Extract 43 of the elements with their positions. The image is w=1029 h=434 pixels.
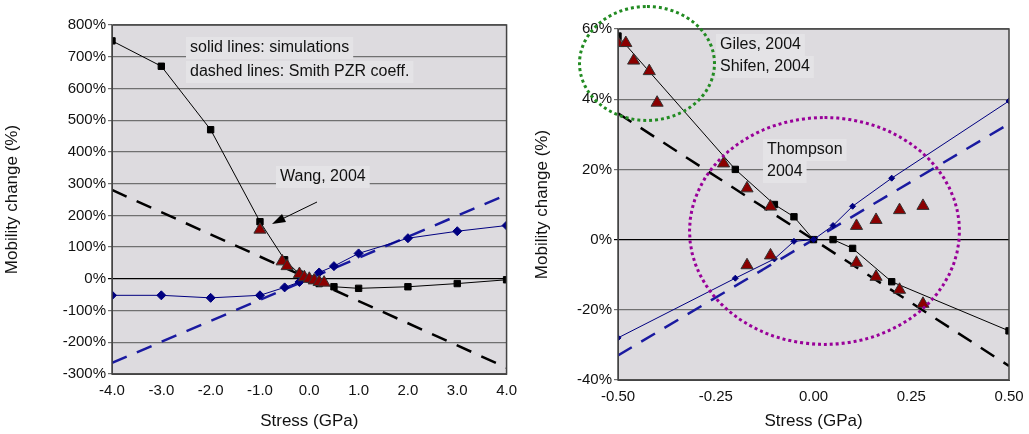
y-axis-title: Mobility change (%) bbox=[1, 124, 21, 275]
y-tick-label: 20% bbox=[581, 159, 612, 177]
x-tick-label: 4.0 bbox=[496, 381, 517, 399]
x-tick-label: -3.0 bbox=[148, 381, 175, 399]
annotation: Giles, 2004 bbox=[720, 35, 802, 53]
y-tick-label: 300% bbox=[67, 173, 106, 191]
y-tick-label: 500% bbox=[67, 110, 106, 128]
y-tick-label: 40% bbox=[581, 89, 612, 107]
y-tick-label: 0% bbox=[84, 268, 106, 286]
x-tick-label: 0.00 bbox=[798, 387, 829, 405]
annotation: Shifen, 2004 bbox=[720, 57, 810, 75]
x-tick-label: -0.25 bbox=[698, 387, 733, 405]
y-tick-label: -20% bbox=[576, 299, 612, 317]
y-tick-label: -40% bbox=[576, 370, 612, 388]
x-axis-title: Stress (GPa) bbox=[764, 411, 863, 431]
x-axis-title: Stress (GPa) bbox=[260, 411, 359, 431]
y-tick-label: 0% bbox=[590, 229, 612, 247]
y-tick-label: 400% bbox=[67, 142, 106, 160]
annotation: Wang, 2004 bbox=[280, 167, 366, 185]
x-tick-label: -0.50 bbox=[600, 387, 636, 405]
y-tick-label: 800% bbox=[67, 15, 106, 33]
x-tick-label: 0.0 bbox=[298, 381, 320, 399]
x-tick-label: 3.0 bbox=[446, 381, 468, 399]
y-tick-label: 200% bbox=[67, 205, 106, 223]
annotation: dashed lines: Smith PZR coeff. bbox=[190, 62, 410, 80]
y-tick-label: -200% bbox=[62, 332, 106, 350]
annotation: solid lines: simulations bbox=[190, 38, 350, 56]
x-tick-label: 0.25 bbox=[896, 387, 926, 405]
y-tick-label: 100% bbox=[67, 237, 106, 255]
x-tick-label: -1.0 bbox=[247, 381, 273, 399]
x-tick-label: 1.0 bbox=[348, 381, 370, 399]
annotation: Thompson bbox=[767, 140, 843, 158]
x-tick-label: 0.50 bbox=[994, 387, 1024, 405]
y-axis-title: Mobility change (%) bbox=[531, 129, 551, 280]
x-tick-label: -4.0 bbox=[99, 381, 125, 399]
y-tick-label: 600% bbox=[67, 78, 106, 96]
x-tick-label: 2.0 bbox=[397, 381, 419, 399]
y-tick-label: 60% bbox=[581, 19, 612, 37]
annotation: 2004 bbox=[767, 162, 803, 180]
x-tick-label: -2.0 bbox=[197, 381, 224, 399]
y-tick-label: -300% bbox=[62, 364, 106, 382]
y-tick-label: -100% bbox=[62, 300, 106, 318]
y-tick-label: 700% bbox=[67, 46, 106, 64]
